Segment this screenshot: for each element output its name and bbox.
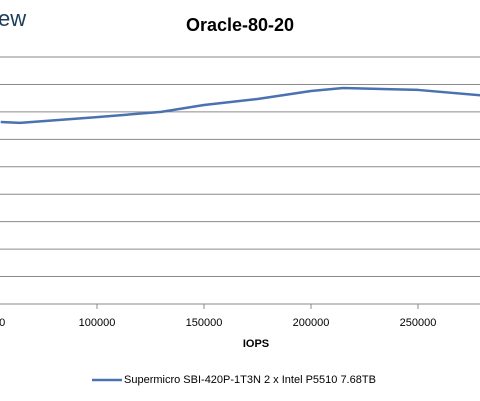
- logo-text: ew: [0, 6, 26, 31]
- legend-label: Supermicro SBI-420P-1T3N 2 x Intel P5510…: [124, 374, 376, 386]
- chart-title: Oracle-80-20: [186, 15, 294, 35]
- data-line: [0, 86, 480, 125]
- x-tick-label: 200000: [293, 317, 330, 329]
- x-tick-label: 150000: [186, 317, 223, 329]
- x-tick-label: 50000: [0, 317, 5, 329]
- x-tick-label: 100000: [79, 317, 116, 329]
- x-tick-label: 250000: [400, 317, 437, 329]
- x-axis-label: IOPS: [243, 338, 269, 350]
